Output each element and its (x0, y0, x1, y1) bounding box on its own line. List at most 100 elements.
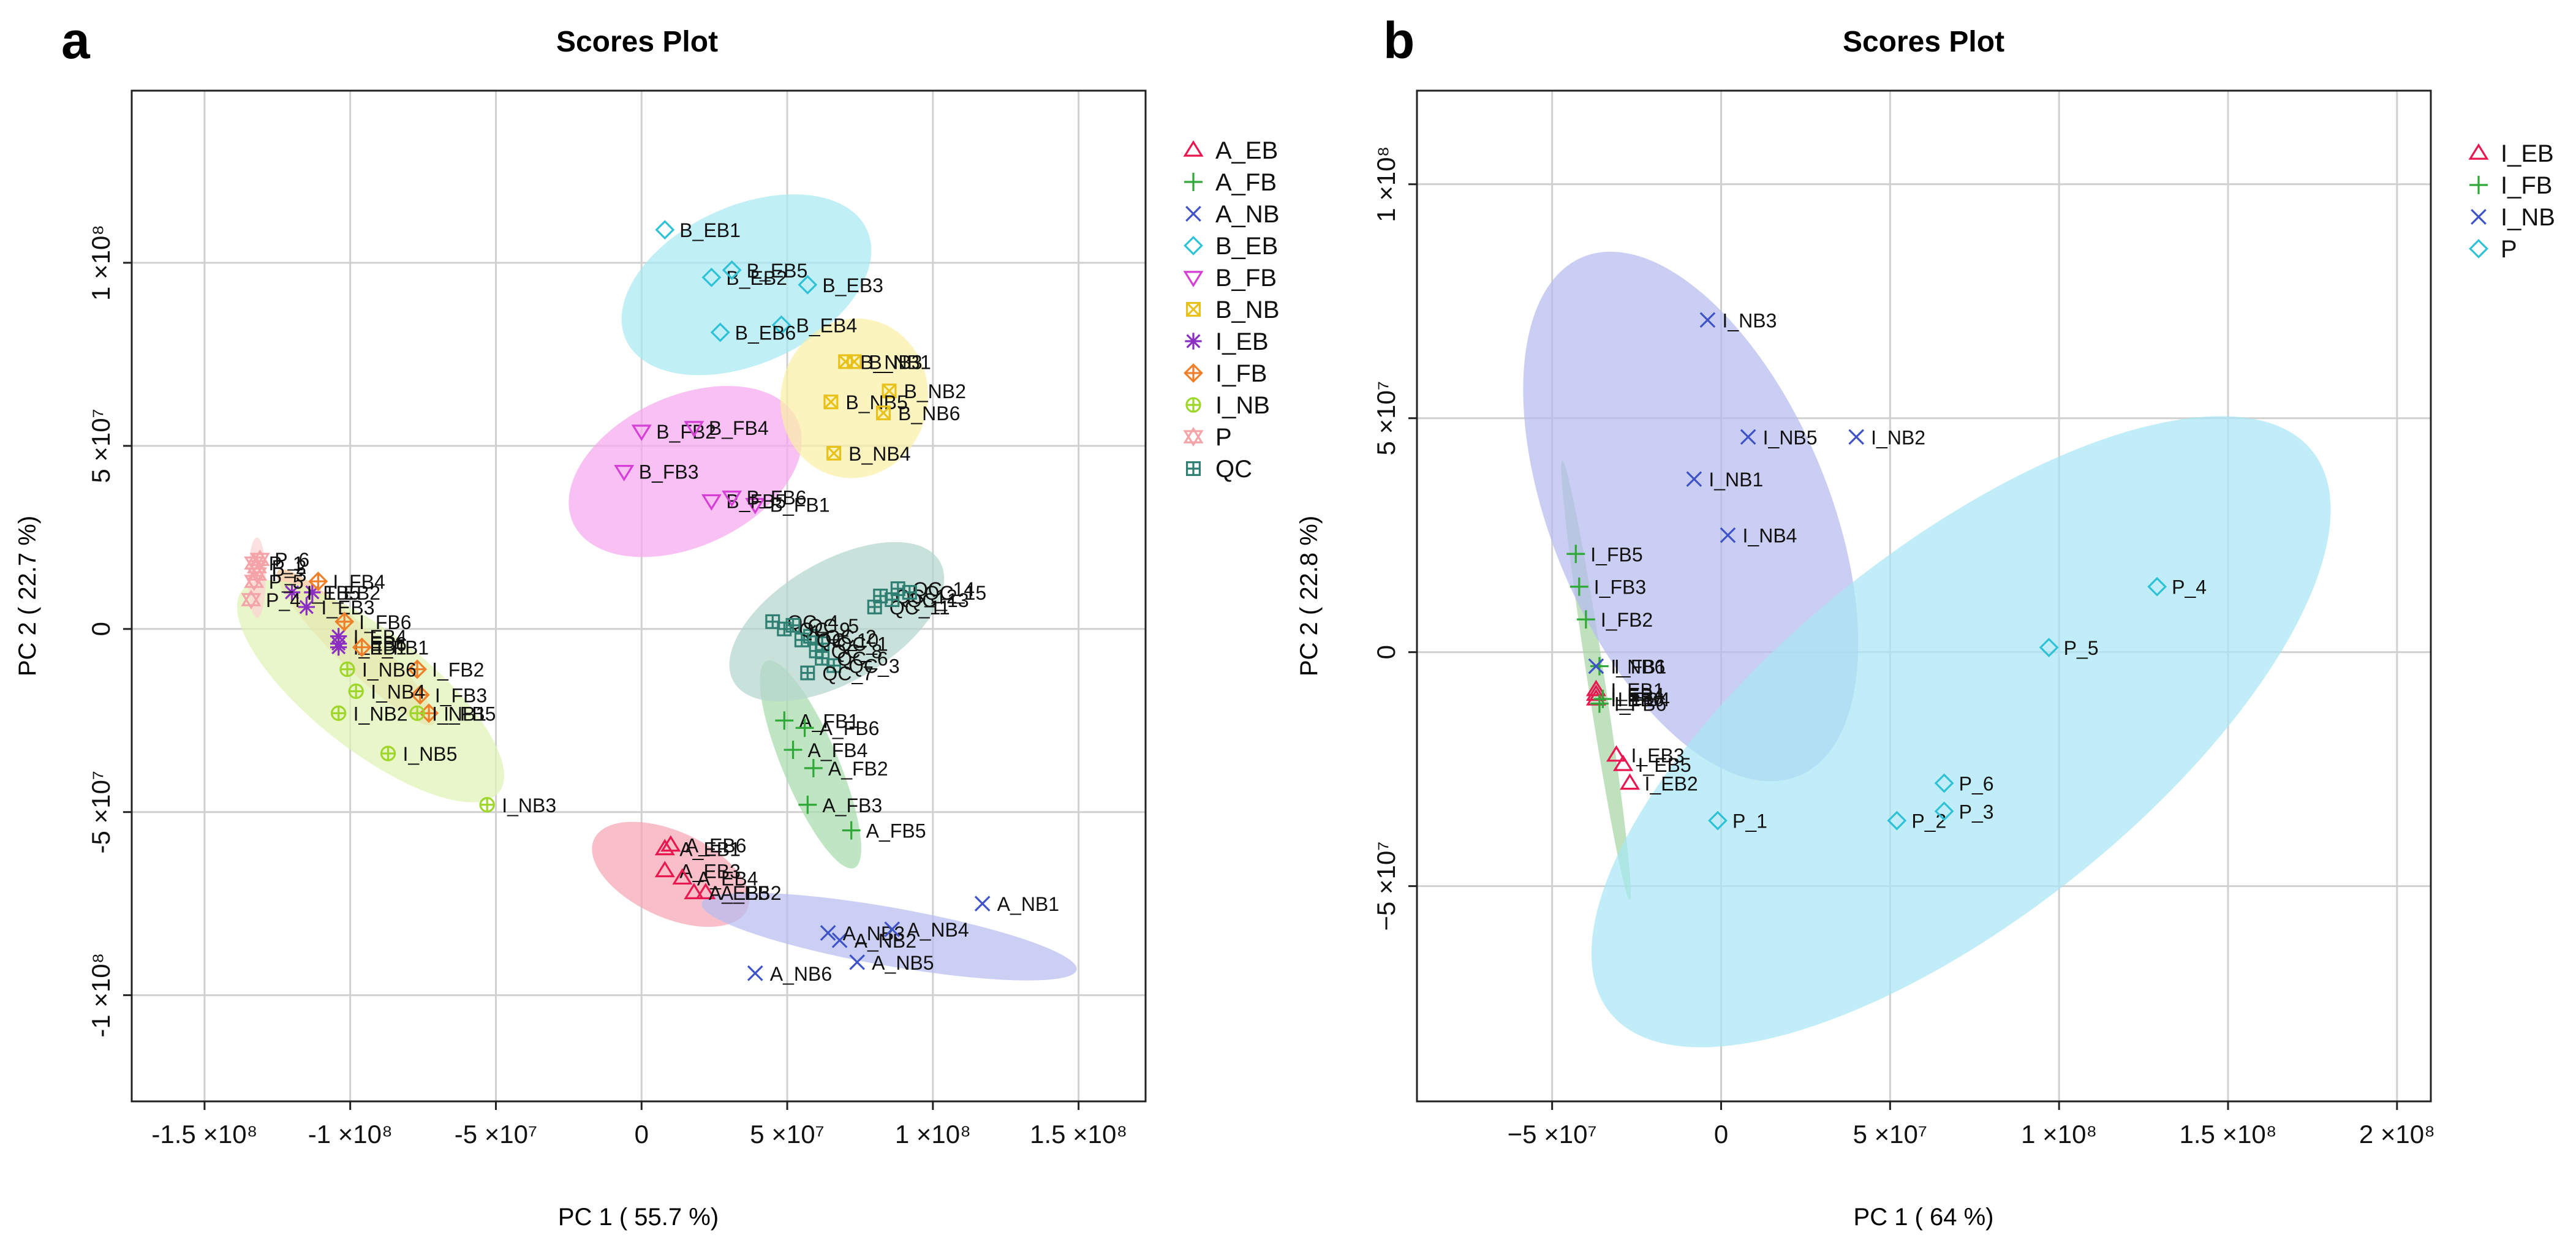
point-i-fb4 (308, 572, 328, 591)
point-label-i-fb4: I_FB4 (333, 571, 385, 593)
point-label-a-nb1: A_NB1 (997, 893, 1059, 915)
legend-label-i-fb: I_FB (1215, 360, 1267, 387)
point-label-i-nb1: I_NB1 (1709, 469, 1763, 491)
panel-b-x-tick-label: 1.5 ×10⁸ (2179, 1120, 2276, 1149)
legend-label-i-nb: I_NB (2501, 204, 2555, 231)
point-i-nb6 (1588, 658, 1604, 674)
point-label-a-eb5: A_EB5 (709, 882, 770, 904)
point-label-i-fb2: I_FB2 (1601, 609, 1653, 631)
panel-b-axes: −5 ×10⁷ 0 5 ×10⁷ 1 ×10⁸ 1.5 ×10⁸ 2 ×10⁸ −5 ×10… (1372, 146, 2435, 1149)
point-p-1 (1708, 810, 1728, 831)
legend-marker-p (1183, 426, 1204, 447)
panel-b: b Scores Plot I_EB1I_EB2I_EB3I_EB4I_EB5I… (1296, 12, 2555, 1231)
point-label-b-nb3: B_NB3 (860, 351, 922, 373)
point-label-b-eb6: B_EB6 (735, 322, 796, 344)
point-label-i-nb5: I_NB5 (1763, 426, 1818, 448)
panel-b-y-tick-label: −5 ×10⁷ (1372, 842, 1400, 931)
point-a-nb5 (849, 954, 866, 970)
point-i-nb4 (348, 683, 364, 700)
point-label-i-nb5: I_NB5 (403, 743, 458, 765)
point-label-i-fb6: I_FB6 (1614, 693, 1666, 715)
panel-b-y-tick-label: 0 (1372, 645, 1400, 659)
panel-b-title: Scores Plot (1843, 26, 2004, 58)
panel-b-y-tick-label: 1 ×10⁸ (1372, 146, 1400, 222)
legend-label-p: P (1215, 424, 1232, 451)
point-b-fb4 (684, 421, 704, 438)
point-a-nb3 (820, 925, 836, 941)
point-label-i-eb1: I_EB1 (1611, 679, 1664, 701)
point-b-nb4 (826, 445, 842, 461)
point-a-eb6 (660, 835, 681, 852)
point-label-qc-4: QC_4 (787, 611, 839, 633)
panel-a-plot-frame (130, 89, 1147, 1103)
point-p-3 (1934, 801, 1954, 821)
panel-b-plot-frame (1416, 89, 2432, 1103)
point-a-eb4 (672, 868, 693, 885)
point-qc-5 (785, 617, 801, 633)
point-label-i-nb1: I_NB1 (432, 703, 486, 725)
point-label-a-eb4: A_EB4 (697, 867, 758, 889)
point-label-b-fb5: B_FB5 (726, 491, 786, 513)
point-label-a-fb2: A_FB2 (828, 758, 888, 780)
point-label-i-fb4: I_FB4 (1617, 689, 1669, 711)
point-label-i-fb6: I_FB6 (359, 611, 411, 633)
point-b-eb1 (655, 220, 675, 240)
point-a-eb3 (654, 861, 675, 878)
panel-a-x-tick-label: -1 ×10⁸ (308, 1120, 393, 1149)
point-i-nb3 (1699, 312, 1716, 328)
point-label-i-eb2: I_EB2 (327, 582, 380, 604)
point-a-nb6 (747, 965, 763, 981)
panel-b-x-tick-label: 0 (1714, 1120, 1728, 1149)
point-label-i-eb3: I_EB3 (321, 597, 374, 619)
point-label-i-nb6: I_NB6 (362, 659, 417, 681)
point-label-p-5: P_5 (2064, 637, 2099, 659)
legend-label-a-fb: A_FB (1215, 169, 1277, 196)
legend-marker-a-fb (1184, 173, 1203, 191)
point-i-fb3 (1569, 577, 1588, 596)
panel-a-title: Scores Plot (556, 26, 718, 58)
point-b-fb2 (631, 425, 652, 442)
panel-a-y-axis-label: PC 2 ( 22.7 %) (14, 516, 41, 676)
point-label-b-fb4: B_FB4 (709, 417, 769, 439)
point-i-fb1 (352, 637, 372, 657)
point-label-qc-15: QC_15 (924, 582, 986, 604)
ellipse-i-nb (236, 580, 504, 802)
point-label-p-1: P_1 (1732, 810, 1767, 832)
point-qc-7 (800, 665, 815, 681)
point-a-nb1 (974, 896, 991, 912)
point-i-eb6 (330, 635, 347, 652)
panel-a-legend: A_EB A_FB A_NB B_EB B_FB B_NB I_EB I_FB I_NB P QC (1183, 137, 1280, 483)
point-a-fb2 (804, 759, 823, 777)
point-label-i-fb3: I_FB3 (1594, 576, 1646, 598)
point-label-a-eb2: A_EB2 (720, 882, 782, 904)
point-label-qc-8: QC_8 (831, 641, 883, 663)
point-label-p-6: P_6 (1959, 773, 1994, 795)
point-a-fb5 (842, 821, 861, 840)
point-label-i-nb2: I_NB2 (353, 703, 408, 725)
panel-b-letter: b (1383, 12, 1415, 69)
legend-label-b-eb: B_EB (1215, 233, 1278, 260)
point-i-nb6 (339, 661, 355, 677)
panel-b-x-tick-label: 1 ×10⁸ (2021, 1120, 2097, 1149)
legend-label-i-eb: I_EB (2501, 140, 2554, 167)
point-p-6 (1934, 773, 1954, 793)
panel-a-y-tick-label: 0 (86, 622, 115, 636)
point-label-i-nb2: I_NB2 (1871, 426, 1925, 448)
legend-label-a-nb: A_NB (1215, 201, 1280, 228)
point-i-eb3 (298, 598, 315, 616)
point-label-qc-6: QC_6 (837, 648, 888, 670)
point-label-i-eb6: I_EB6 (1611, 689, 1664, 711)
legend-marker-a-eb (1183, 140, 1204, 157)
point-qc-2 (803, 628, 818, 644)
point-label-a-eb6: A_EB6 (686, 835, 747, 857)
point-b-fb3 (614, 465, 635, 481)
point-p-5 (244, 572, 265, 592)
point-label-p-3: P_3 (1959, 801, 1994, 823)
point-i-eb5 (283, 584, 301, 601)
point-a-eb5 (684, 883, 704, 899)
point-i-eb3 (1606, 745, 1627, 762)
ellipse-b-nb (780, 318, 928, 478)
point-b-eb6 (710, 322, 730, 342)
